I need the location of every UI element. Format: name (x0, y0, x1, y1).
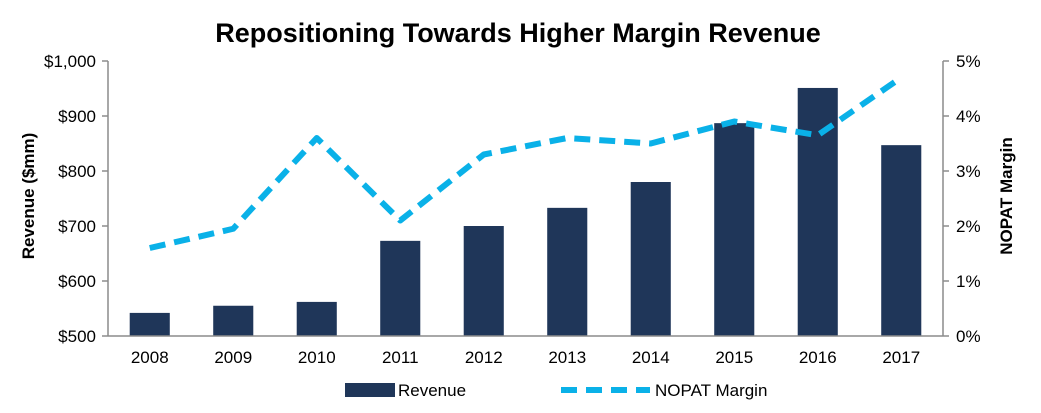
tick-labels: $500 $600 $700 $800 $900 $1,000 0% 1% 2% 3% 4% 5% 20… (44, 52, 981, 367)
revenue-bar-2014 (630, 182, 671, 336)
y2-tick-label: 4% (956, 107, 981, 126)
x-tick-label: 2009 (214, 348, 252, 367)
legend-margin-label: NOPAT Margin (655, 381, 767, 400)
legend: Revenue NOPAT Margin (345, 381, 767, 400)
axes (102, 60, 949, 337)
revenue-bar-2012 (463, 226, 504, 336)
y2-tick-label: 0% (956, 327, 981, 346)
revenue-bar-2017 (881, 145, 922, 336)
legend-revenue-swatch (345, 383, 395, 397)
x-tick-label: 2017 (882, 348, 920, 367)
y2-axis-label: NOPAT Margin (997, 137, 1016, 254)
revenue-bar-2009 (213, 305, 254, 336)
legend-revenue-label: Revenue (398, 381, 466, 400)
margin-line-group (149, 75, 903, 251)
revenue-bars (129, 87, 922, 337)
x-tick-label: 2016 (799, 348, 837, 367)
x-tick-label: 2013 (548, 348, 586, 367)
y-tick-label: $900 (58, 107, 96, 126)
y-tick-label: $600 (58, 272, 96, 291)
x-tick-label: 2011 (382, 348, 419, 367)
y-tick-label: $700 (58, 217, 96, 236)
y-axis-label: Revenue ($mm) (19, 133, 38, 260)
revenue-bar-2013 (547, 207, 588, 336)
y2-tick-label: 1% (956, 272, 981, 291)
y2-tick-label: 2% (956, 217, 981, 236)
chart-title: Repositioning Towards Higher Margin Reve… (215, 18, 821, 48)
x-tick-label: 2012 (465, 348, 503, 367)
y2-tick-label: 3% (956, 162, 981, 181)
x-tick-label: 2010 (298, 348, 336, 367)
y2-tick-label: 5% (956, 52, 981, 71)
revenue-bar-2015 (714, 123, 755, 337)
nopat-margin-line (149, 75, 903, 251)
y-tick-label: $800 (58, 162, 96, 181)
x-tick-label: 2014 (632, 348, 670, 367)
y-tick-label: $1,000 (44, 52, 96, 71)
revenue-bar-2008 (129, 312, 170, 336)
x-tick-label: 2008 (131, 348, 169, 367)
revenue-bar-2010 (296, 301, 337, 336)
revenue-bar-2011 (380, 240, 421, 336)
y-tick-label: $500 (58, 327, 96, 346)
x-tick-label: 2015 (715, 348, 753, 367)
